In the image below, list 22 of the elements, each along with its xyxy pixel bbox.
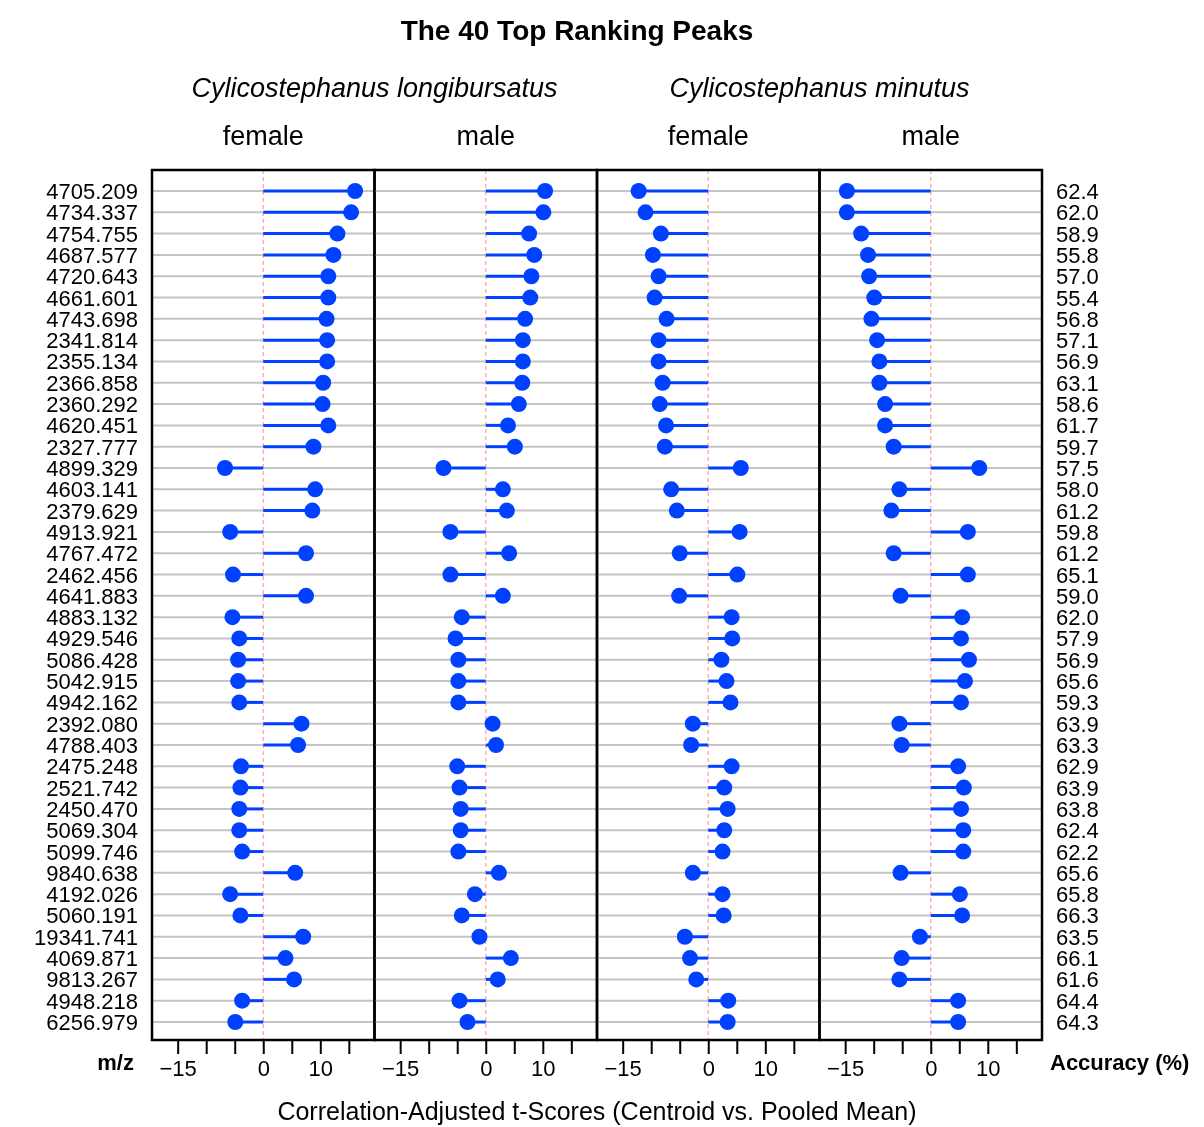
x-tick-label: −15 [604, 1055, 642, 1081]
chart-subtitle: male [456, 121, 516, 151]
x-tick-label: −15 [382, 1055, 420, 1081]
x-tick-label: 0 [702, 1055, 715, 1081]
x-tick-label: 10 [753, 1055, 779, 1081]
y2-axis-title: Accuracy (%) [1050, 1050, 1190, 1075]
x-tick-label: 0 [480, 1055, 493, 1081]
x-tick-label: 10 [308, 1055, 334, 1081]
x-tick-label: −15 [827, 1055, 865, 1081]
x-tick-label: −15 [159, 1055, 197, 1081]
text: Cylicostephanus longibursatus [191, 73, 558, 103]
chart-subtitle: female [222, 121, 304, 151]
chart-title: The 40 Top Ranking Peaks [400, 15, 754, 46]
x-tick-label: 10 [531, 1055, 556, 1081]
x-axis-title: Correlation-Adjusted t-Scores (Centroid vs. Pooled Mean) [277, 1097, 917, 1125]
chart-subtitle: male [901, 121, 961, 151]
x-tick-label: 0 [257, 1055, 270, 1081]
text: Cylicostephanus minutus [669, 73, 970, 103]
x-tick-label: 10 [976, 1055, 1001, 1081]
x-tick-label: 0 [925, 1055, 938, 1081]
y-axis-title: m/z [97, 1050, 134, 1075]
chart-subtitle: female [667, 121, 749, 151]
